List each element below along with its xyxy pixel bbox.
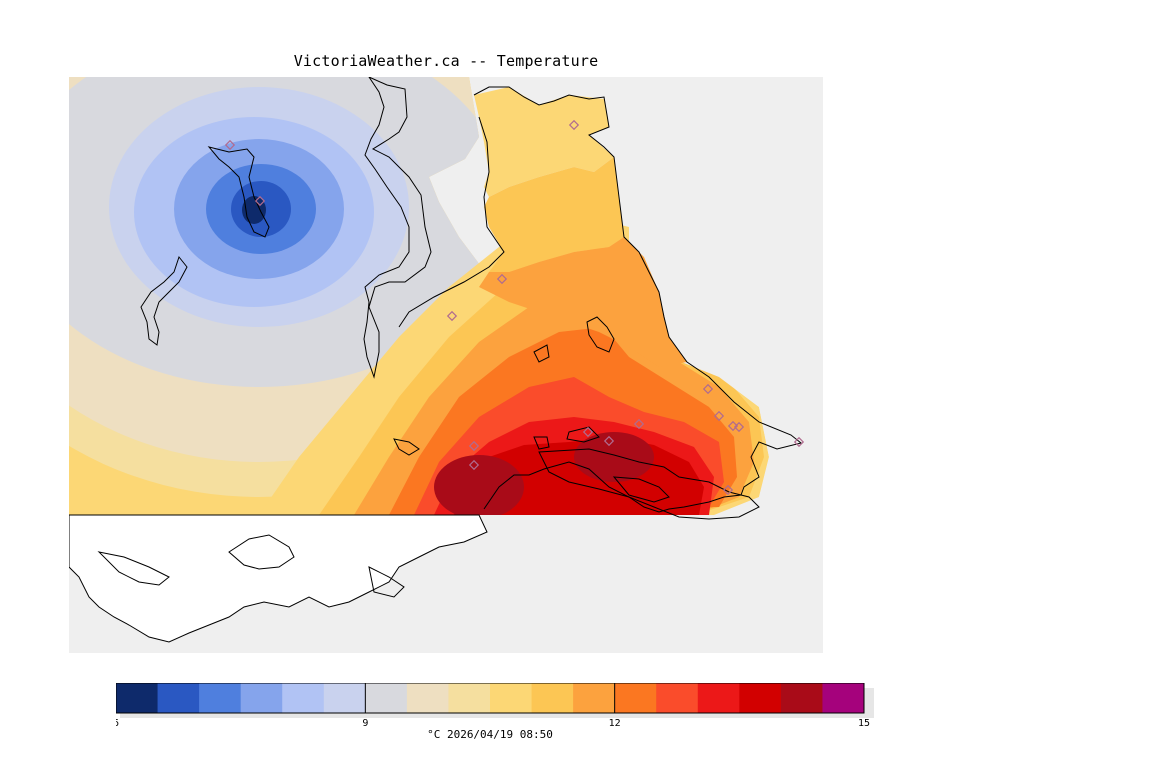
legend-swatch (157, 683, 200, 713)
legend-swatch (240, 683, 283, 713)
station-marker (793, 436, 805, 448)
legend-caption: °C 2026/04/19 08:50 (427, 728, 553, 741)
station-marker (446, 310, 458, 322)
legend-swatch (739, 683, 782, 713)
station-marker (702, 383, 714, 395)
station-marker (722, 484, 734, 496)
station-marker (633, 418, 645, 430)
legend-swatch (448, 683, 491, 713)
temperature-map[interactable] (69, 77, 823, 653)
legend-swatch (531, 683, 574, 713)
legend-swatch (573, 683, 616, 713)
station-marker (582, 426, 594, 438)
station-marker (496, 273, 508, 285)
legend-swatch (656, 683, 699, 713)
coastlines (97, 77, 803, 598)
legend-swatch (697, 683, 740, 713)
station-marker (468, 440, 480, 452)
legend-tick-label: 6 (116, 718, 119, 729)
station-marker (254, 195, 266, 207)
chart-title: VictoriaWeather.ca -- Temperature (293, 52, 599, 70)
legend-swatch (406, 683, 449, 713)
legend-swatch (282, 683, 325, 713)
station-marker (568, 119, 580, 131)
legend-swatch (822, 683, 865, 713)
legend-swatch (323, 683, 366, 713)
legend-ticks: 6 9 12 15 (116, 683, 870, 729)
legend-swatch (199, 683, 242, 713)
legend-swatches (116, 683, 865, 713)
legend-swatch (116, 683, 159, 713)
legend-swatch (490, 683, 533, 713)
legend-tick-label: 12 (609, 718, 621, 729)
color-legend: 6 9 12 15 (116, 683, 874, 729)
station-marker (713, 410, 725, 422)
station-marker (733, 421, 745, 433)
station-marker (224, 139, 236, 151)
legend-tick-label: 15 (858, 718, 870, 729)
southern-land (69, 514, 488, 643)
temperature-field-northeast (474, 87, 687, 367)
station-marker (468, 459, 480, 471)
legend-tick-label: 9 (362, 718, 368, 729)
weather-stations (224, 119, 805, 496)
station-marker (603, 435, 615, 447)
legend-swatch (614, 683, 657, 713)
legend-swatch (365, 683, 408, 713)
legend-swatch (780, 683, 823, 713)
